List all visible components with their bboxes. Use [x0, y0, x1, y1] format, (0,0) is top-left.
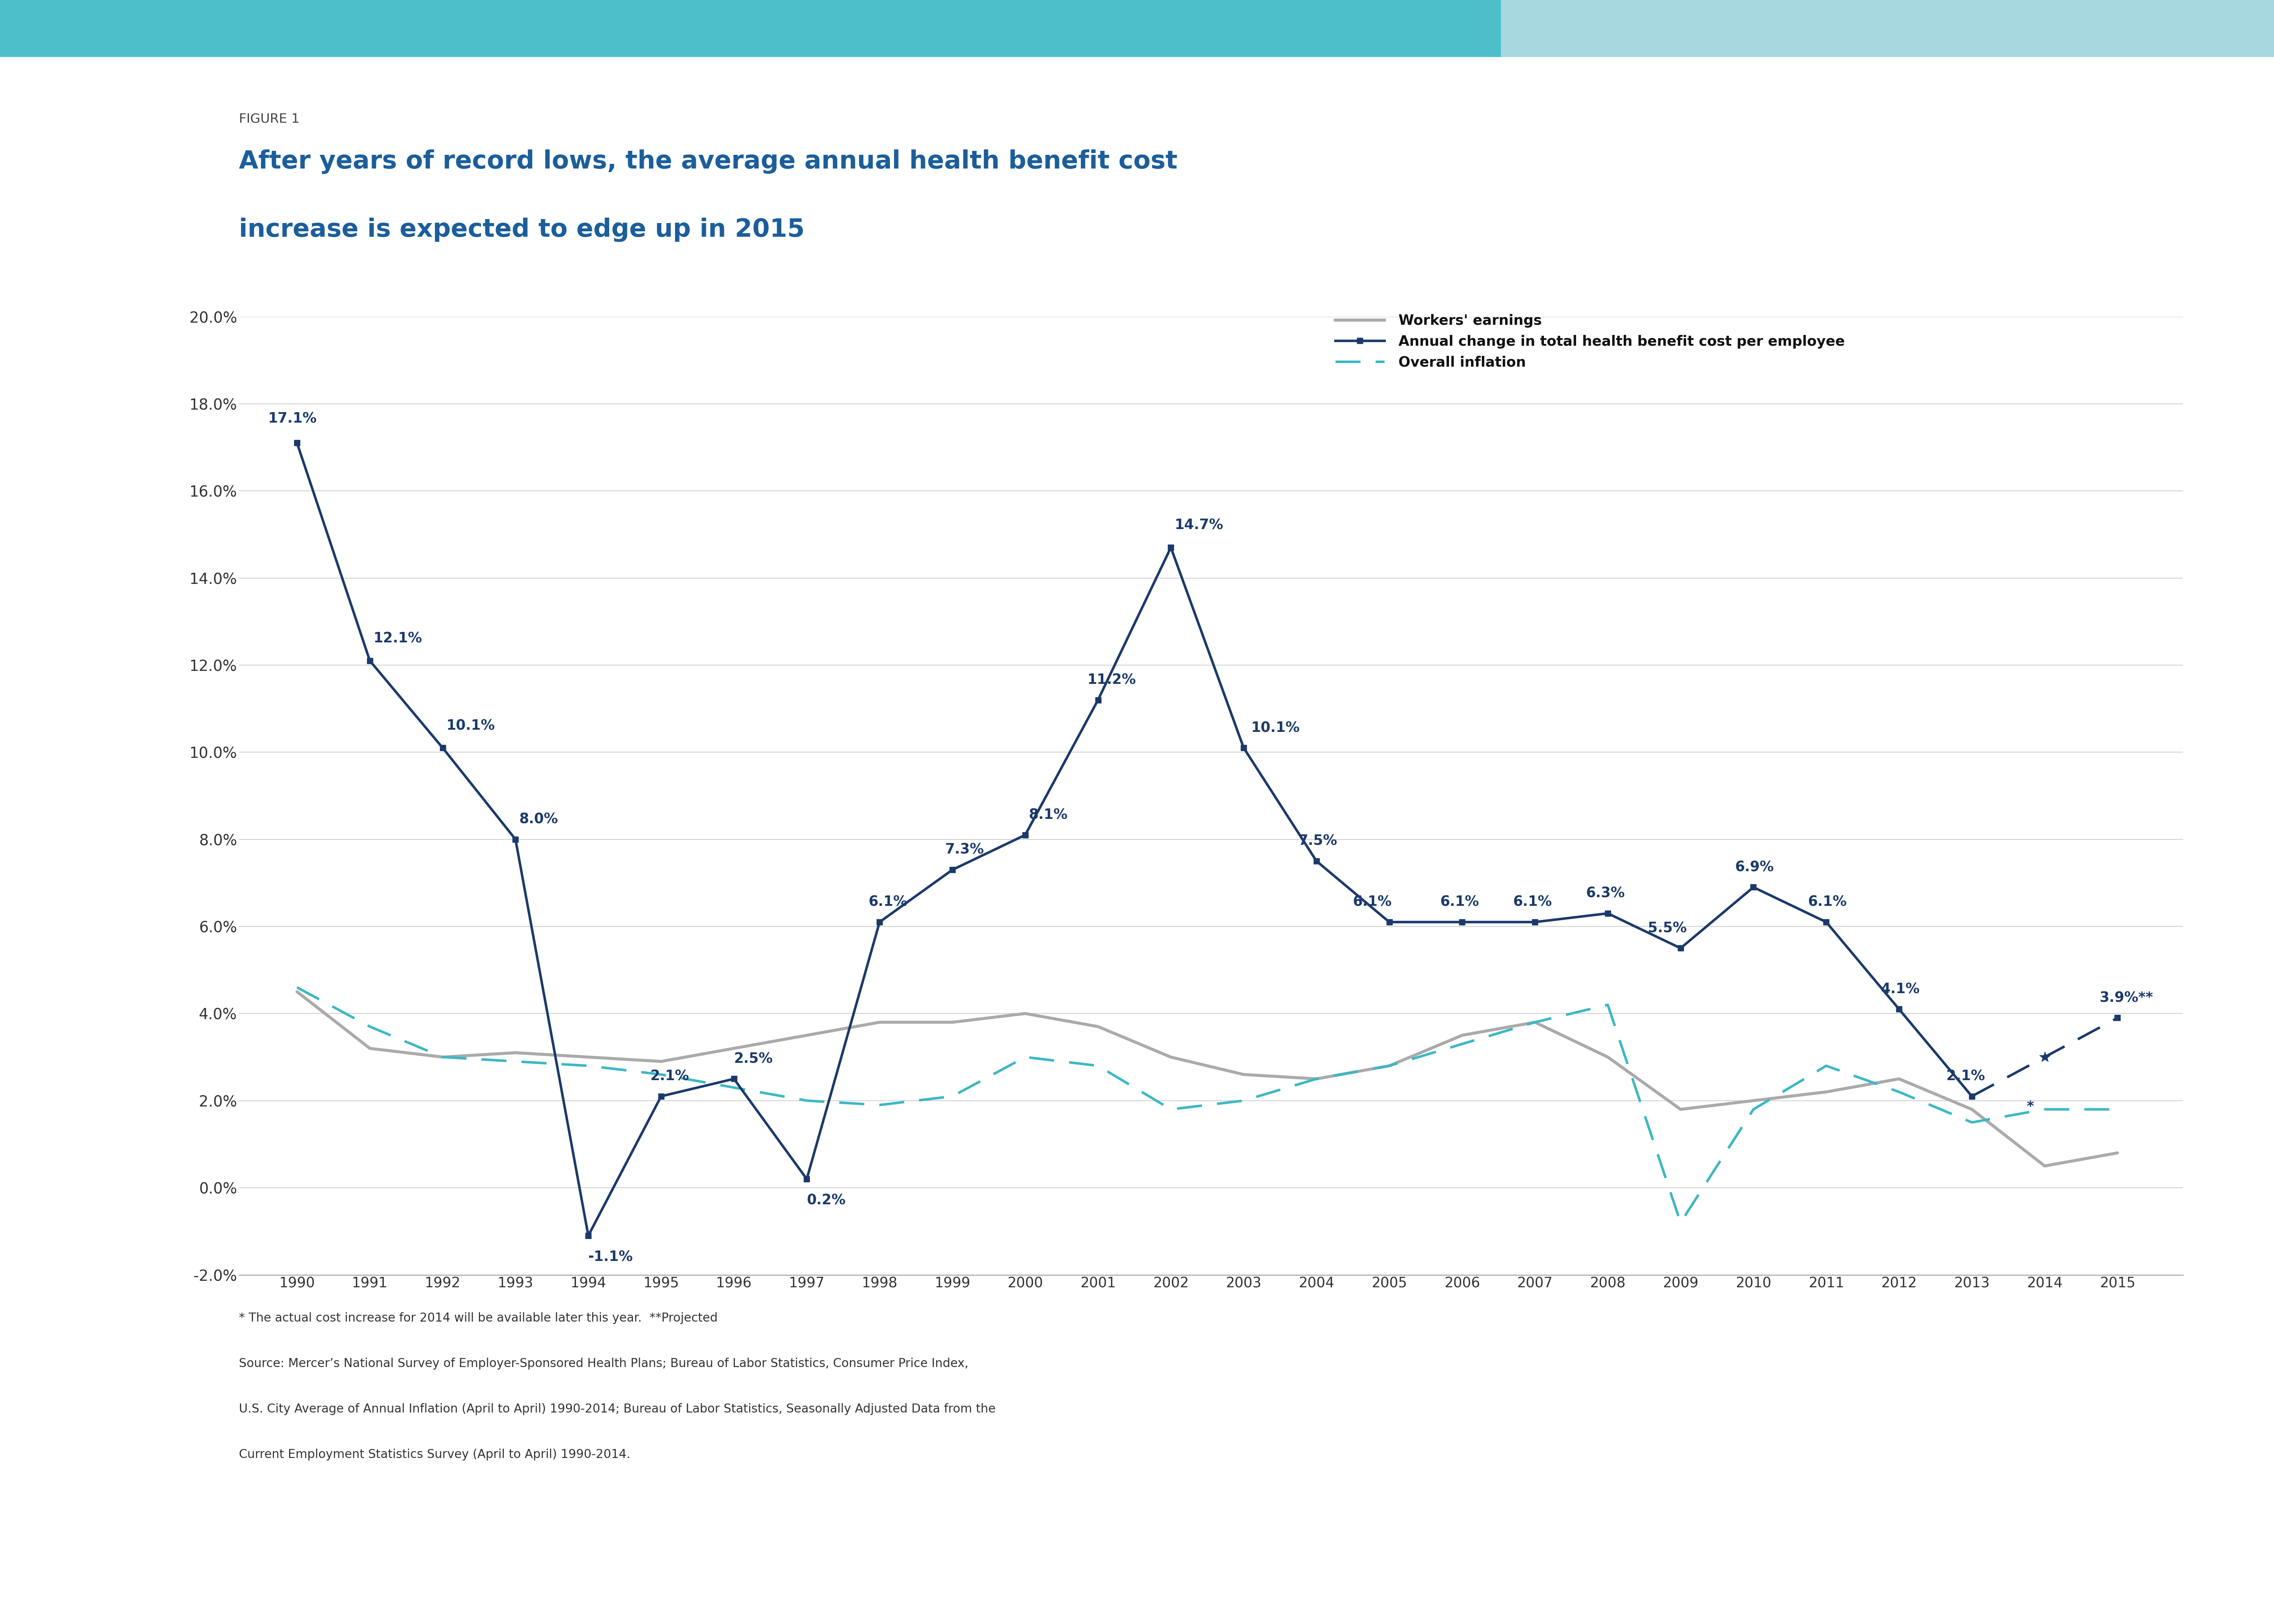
Text: 6.1%: 6.1%	[869, 895, 907, 909]
Text: 5.5%: 5.5%	[1649, 921, 1687, 935]
Text: 7.5%: 7.5%	[1298, 835, 1337, 848]
Text: 11.2%: 11.2%	[1087, 674, 1137, 687]
Text: 8.1%: 8.1%	[1028, 809, 1069, 822]
Text: 12.1%: 12.1%	[373, 632, 423, 645]
Bar	[0, 0, 1501, 57]
Bar	[1501, 0, 2274, 57]
Text: 6.3%: 6.3%	[1585, 887, 1626, 900]
Text: 6.1%: 6.1%	[1439, 895, 1480, 909]
Text: 17.1%: 17.1%	[268, 412, 316, 425]
Text: -1.1%: -1.1%	[589, 1250, 632, 1263]
Text: After years of record lows, the average annual health benefit cost: After years of record lows, the average …	[239, 149, 1178, 174]
Text: 0.2%: 0.2%	[807, 1194, 846, 1207]
Text: 8.0%: 8.0%	[518, 812, 557, 827]
Text: *: *	[2026, 1099, 2033, 1114]
Text: 6.1%: 6.1%	[1808, 895, 1846, 909]
Text: Current Employment Statistics Survey (April to April) 1990-2014.: Current Employment Statistics Survey (Ap…	[239, 1449, 630, 1460]
Text: * The actual cost increase for 2014 will be available later this year.  **Projec: * The actual cost increase for 2014 will…	[239, 1312, 719, 1324]
Text: 10.1%: 10.1%	[446, 719, 496, 732]
Text: Source: Mercer’s National Survey of Employer-Sponsored Health Plans; Bureau of L: Source: Mercer’s National Survey of Empl…	[239, 1358, 969, 1369]
Text: 2.1%: 2.1%	[650, 1070, 689, 1083]
Text: increase is expected to edge up in 2015: increase is expected to edge up in 2015	[239, 218, 805, 242]
Text: 2.5%: 2.5%	[735, 1052, 773, 1065]
Text: 4.1%: 4.1%	[1881, 983, 1919, 996]
Text: 10.1%: 10.1%	[1251, 721, 1301, 734]
Text: 14.7%: 14.7%	[1173, 518, 1223, 533]
Legend: Workers' earnings, Annual change in total health benefit cost per employee, Over: Workers' earnings, Annual change in tota…	[1335, 313, 1844, 369]
Text: FIGURE 1: FIGURE 1	[239, 112, 300, 125]
Text: 6.9%: 6.9%	[1735, 861, 1774, 874]
Text: 3.9%**: 3.9%**	[2099, 991, 2153, 1005]
Text: 7.3%: 7.3%	[946, 843, 985, 857]
Text: 6.1%: 6.1%	[1512, 895, 1553, 909]
Text: U.S. City Average of Annual Inflation (April to April) 1990-2014; Bureau of Labo: U.S. City Average of Annual Inflation (A…	[239, 1403, 996, 1415]
Text: 2.1%: 2.1%	[1947, 1070, 1985, 1083]
Text: 6.1%: 6.1%	[1353, 895, 1392, 909]
